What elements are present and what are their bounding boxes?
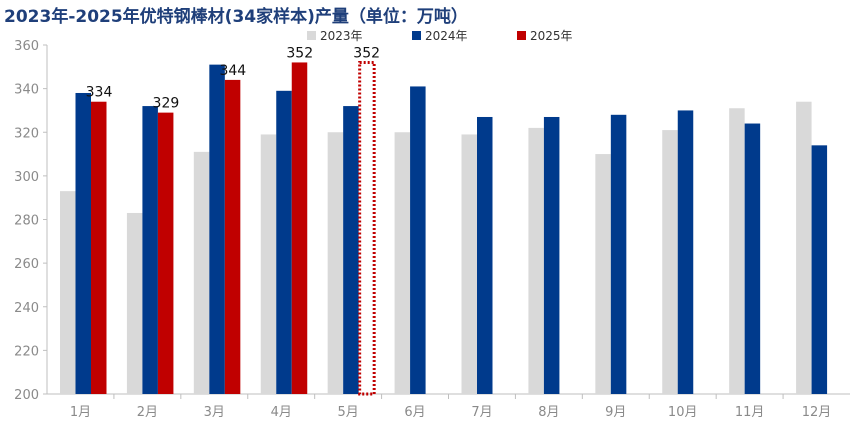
x-tick-label: 2月 bbox=[137, 405, 158, 420]
bar-2023 bbox=[461, 134, 477, 394]
bar-2025 bbox=[157, 112, 174, 395]
bar-2025 bbox=[91, 101, 107, 395]
bar-2025 bbox=[291, 62, 308, 394]
bar-2024 bbox=[142, 106, 158, 394]
x-tick-label: 3月 bbox=[204, 405, 225, 420]
data-label: 334 bbox=[86, 85, 113, 101]
y-tick-label: 340 bbox=[14, 83, 39, 98]
bar-2024 bbox=[677, 110, 694, 394]
y-tick-label: 300 bbox=[14, 170, 39, 185]
x-tick-label: 4月 bbox=[271, 405, 292, 420]
bar-2023 bbox=[126, 212, 143, 394]
data-label: 352 bbox=[286, 45, 313, 61]
bar-2023 bbox=[260, 134, 277, 394]
highlight-label: 352 bbox=[353, 45, 380, 61]
data-label: 344 bbox=[219, 63, 246, 79]
bar-2023 bbox=[327, 132, 344, 394]
x-tick-label: 9月 bbox=[605, 405, 626, 420]
y-tick-label: 200 bbox=[14, 388, 39, 403]
x-tick-label: 1月 bbox=[70, 405, 91, 420]
bar-2023 bbox=[796, 101, 812, 395]
highlight-outline bbox=[358, 60, 376, 396]
legend-swatch bbox=[517, 31, 526, 40]
legend-label: 2023年 bbox=[320, 29, 363, 43]
legend-swatch bbox=[307, 31, 316, 40]
y-tick-label: 320 bbox=[14, 126, 39, 141]
x-tick-label: 8月 bbox=[538, 405, 559, 420]
bar-2023 bbox=[394, 132, 411, 394]
chart-title: 2023年-2025年优特钢棒材(34家样本)产量（单位：万吨） bbox=[4, 7, 468, 27]
bar-2023 bbox=[193, 151, 210, 394]
bar-2023 bbox=[729, 108, 745, 394]
x-tick-label: 12月 bbox=[802, 405, 832, 420]
legend-label: 2024年 bbox=[425, 29, 468, 43]
bar-2023 bbox=[528, 127, 544, 394]
bar-2024 bbox=[209, 64, 225, 394]
x-tick-label: 7月 bbox=[471, 405, 492, 420]
bar-2024 bbox=[276, 90, 292, 395]
x-tick-label: 5月 bbox=[337, 405, 358, 420]
bar-2024 bbox=[410, 86, 426, 394]
x-tick-label: 11月 bbox=[735, 405, 765, 420]
bar-2024 bbox=[543, 116, 560, 394]
bar-2023 bbox=[595, 154, 611, 394]
y-tick-label: 240 bbox=[14, 301, 39, 316]
y-tick-label: 280 bbox=[14, 214, 39, 229]
bar-2024 bbox=[610, 114, 627, 395]
y-tick-label: 260 bbox=[14, 257, 39, 272]
data-label: 329 bbox=[153, 96, 180, 112]
y-tick-label: 220 bbox=[14, 344, 39, 359]
legend-label: 2025年 bbox=[530, 29, 573, 43]
bar-2024 bbox=[811, 145, 828, 394]
bar-2024 bbox=[343, 106, 359, 394]
bar-2025 bbox=[224, 79, 241, 395]
bar-2024 bbox=[744, 123, 761, 395]
y-tick-label: 360 bbox=[14, 39, 39, 54]
bar-2023 bbox=[662, 130, 678, 394]
legend-swatch bbox=[412, 31, 421, 40]
bar-2023 bbox=[60, 191, 76, 394]
bar-2024 bbox=[75, 92, 91, 395]
x-tick-label: 10月 bbox=[668, 405, 698, 420]
bar-2024 bbox=[477, 116, 493, 394]
x-tick-label: 6月 bbox=[404, 405, 425, 420]
